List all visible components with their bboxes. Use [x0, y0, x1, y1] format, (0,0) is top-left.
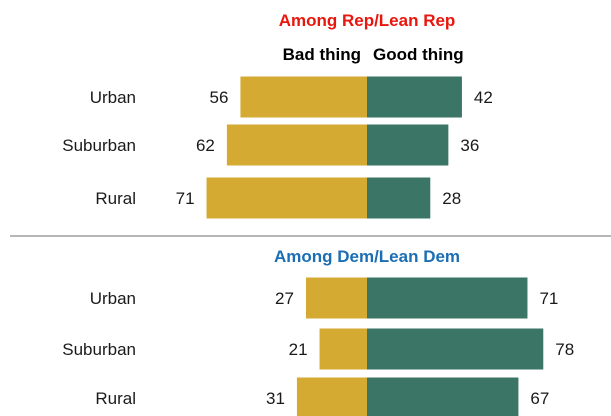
- rep-value-bad-rural: 71: [176, 189, 195, 208]
- dem-value-good-urban: 71: [539, 289, 558, 308]
- rep-row-label-rural: Rural: [95, 189, 136, 208]
- dem-row-label-urban: Urban: [90, 289, 136, 308]
- rep-value-bad-suburban: 62: [196, 136, 215, 155]
- dem-value-bad-urban: 27: [275, 289, 294, 308]
- dem-row-label-suburban: Suburban: [62, 340, 136, 359]
- rep-value-good-suburban: 36: [460, 136, 479, 155]
- dem-value-bad-rural: 31: [266, 389, 285, 408]
- dem-bar-good-suburban: [367, 328, 544, 370]
- dem-bar-good-rural: [367, 377, 519, 416]
- column-header-good: Good thing: [373, 45, 464, 64]
- dem-row-label-rural: Rural: [95, 389, 136, 408]
- rep-bar-bad-suburban: [226, 124, 367, 166]
- rep-bar-good-urban: [367, 76, 462, 118]
- dem-bar-bad-urban: [305, 277, 367, 319]
- rep-panel-title: Among Rep/Lean Rep: [279, 11, 456, 30]
- dem-bar-bad-suburban: [319, 328, 367, 370]
- dem-value-bad-suburban: 21: [289, 340, 308, 359]
- rep-row-label-suburban: Suburban: [62, 136, 136, 155]
- column-header-bad: Bad thing: [283, 45, 361, 64]
- rep-value-good-rural: 28: [442, 189, 461, 208]
- rep-row-label-urban: Urban: [90, 88, 136, 107]
- rep-value-good-urban: 42: [474, 88, 493, 107]
- dem-panel-title: Among Dem/Lean Dem: [274, 247, 460, 266]
- rep-bar-good-suburban: [367, 124, 449, 166]
- dem-bar-bad-rural: [296, 377, 367, 416]
- dem-value-good-suburban: 78: [555, 340, 574, 359]
- rep-bar-bad-rural: [206, 177, 367, 219]
- rep-bar-bad-urban: [240, 76, 367, 118]
- dem-bar-good-urban: [367, 277, 528, 319]
- rep-value-bad-urban: 56: [210, 88, 229, 107]
- rep-bar-good-rural: [367, 177, 431, 219]
- dem-value-good-rural: 67: [530, 389, 549, 408]
